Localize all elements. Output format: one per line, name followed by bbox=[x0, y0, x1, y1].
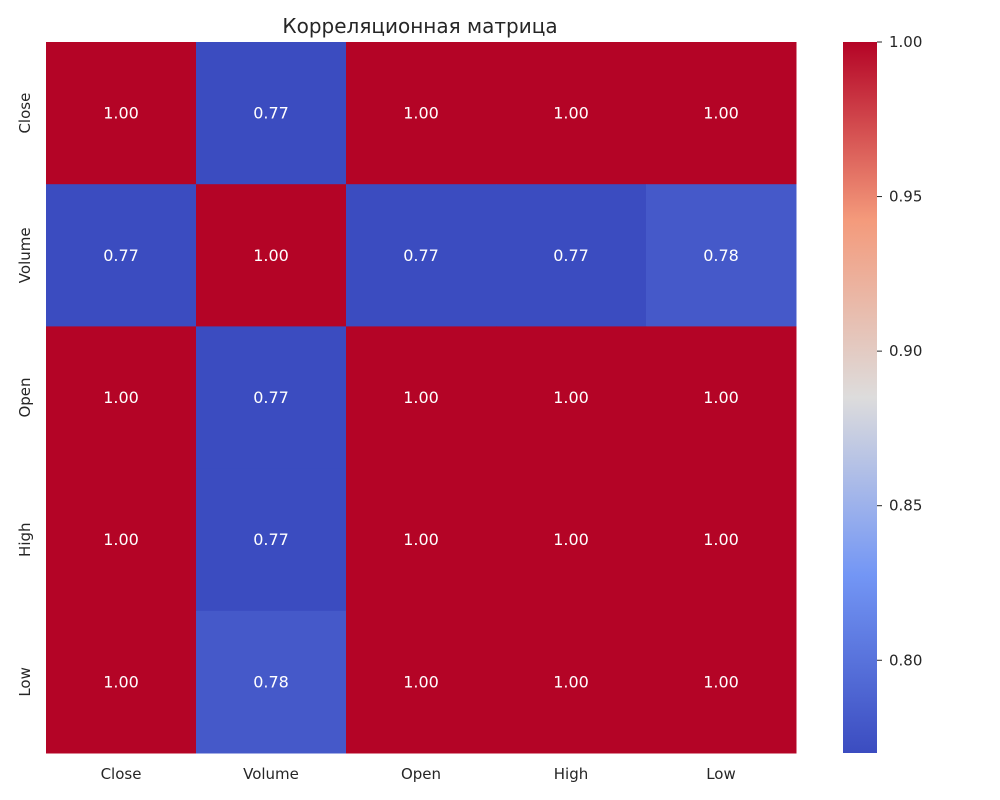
x-tick-label-high: High bbox=[554, 765, 588, 783]
heatmap-cell-open-close bbox=[46, 326, 197, 470]
x-tick-label-low: Low bbox=[706, 765, 736, 783]
heatmap-cell-label: 1.00 bbox=[553, 530, 589, 549]
heatmap-cell-label: 0.77 bbox=[253, 104, 289, 123]
colorbar-tick-label: 0.85 bbox=[889, 497, 922, 515]
heatmap-cell-close-close bbox=[46, 42, 197, 185]
heatmap-cell-close-open bbox=[346, 42, 497, 185]
colorbar-gradient bbox=[843, 42, 877, 753]
heatmap-cell-label: 1.00 bbox=[703, 104, 739, 123]
colorbar-tick-labels: 0.80 0.85 0.90 0.95 1.00 bbox=[877, 33, 922, 669]
heatmap-cell-close-volume bbox=[196, 42, 347, 185]
x-tick-label-close: Close bbox=[101, 765, 142, 783]
heatmap-cell-label: 0.77 bbox=[103, 246, 139, 265]
colorbar-tick-label: 0.80 bbox=[889, 651, 922, 669]
heatmap-cell-label: 1.00 bbox=[403, 672, 439, 691]
heatmap-cell-label: 0.77 bbox=[253, 530, 289, 549]
heatmap-cell-label: 0.78 bbox=[703, 246, 739, 265]
heatmap-cell-high-volume bbox=[196, 468, 347, 612]
y-tick-label-high: High bbox=[16, 522, 34, 556]
heatmap-cell-label: 1.00 bbox=[103, 104, 139, 123]
heatmap-cell-open-open bbox=[346, 326, 497, 470]
y-tick-label-close: Close bbox=[16, 93, 34, 134]
heatmap-cell-label: 0.78 bbox=[253, 672, 289, 691]
heatmap-cell-open-low bbox=[646, 326, 797, 470]
heatmap-cell-volume-close bbox=[46, 184, 197, 327]
colorbar bbox=[843, 42, 877, 753]
colorbar-tick-label: 0.95 bbox=[889, 188, 922, 206]
heatmap-cell-label: 1.00 bbox=[403, 104, 439, 123]
heatmap-cell-low-close bbox=[46, 610, 197, 754]
heatmap-cell-close-low bbox=[646, 42, 797, 185]
heatmap-cell-label: 0.77 bbox=[403, 246, 439, 265]
x-tick-label-open: Open bbox=[401, 765, 441, 783]
heatmap-cell-label: 1.00 bbox=[553, 388, 589, 407]
heatmap-cell-high-low bbox=[646, 468, 797, 612]
heatmap-cell-high-open bbox=[346, 468, 497, 612]
heatmap-cell-label: 1.00 bbox=[403, 530, 439, 549]
heatmap-cell-open-high bbox=[496, 326, 647, 470]
heatmap-cell-high-close bbox=[46, 468, 197, 612]
heatmap-cell-high-high bbox=[496, 468, 647, 612]
heatmap-cell-open-volume bbox=[196, 326, 347, 470]
heatmap-cell-label: 0.77 bbox=[553, 246, 589, 265]
heatmap-cell-close-high bbox=[496, 42, 647, 185]
heatmap-cell-label: 1.00 bbox=[553, 104, 589, 123]
heatmap-cell-volume-high bbox=[496, 184, 647, 327]
y-tick-label-volume: Volume bbox=[16, 227, 34, 283]
chart-title: Корреляционная матрица bbox=[282, 14, 557, 38]
heatmap-cell-label: 1.00 bbox=[253, 246, 289, 265]
heatmap-cell-label: 1.00 bbox=[703, 672, 739, 691]
y-tick-label-open: Open bbox=[16, 377, 34, 417]
heatmap-cell-label: 1.00 bbox=[403, 388, 439, 407]
heatmap-cell-label: 1.00 bbox=[103, 672, 139, 691]
heatmap-cell-labels: 1.00 0.77 1.00 1.00 1.00 0.77 1.00 0.77 0.77 0.78… bbox=[103, 104, 739, 692]
heatmap-cell-label: 1.00 bbox=[103, 388, 139, 407]
heatmap-cell-label: 1.00 bbox=[553, 672, 589, 691]
heatmap-cells bbox=[46, 42, 797, 754]
colorbar-tick-label: 0.90 bbox=[889, 342, 922, 360]
heatmap-cell-label: 1.00 bbox=[103, 530, 139, 549]
heatmap-cell-label: 0.77 bbox=[253, 388, 289, 407]
y-axis-tick-labels: Close Volume Open High Low bbox=[16, 93, 34, 697]
heatmap-cell-volume-open bbox=[346, 184, 497, 327]
heatmap-cell-volume-low bbox=[646, 184, 797, 327]
colorbar-tick-label: 1.00 bbox=[889, 33, 922, 51]
x-tick-label-volume: Volume bbox=[243, 765, 299, 783]
heatmap-cell-low-high bbox=[496, 610, 647, 754]
heatmap-cell-low-low bbox=[646, 610, 797, 754]
y-tick-label-low: Low bbox=[16, 667, 34, 697]
heatmap-cell-low-open bbox=[346, 610, 497, 754]
heatmap-cell-label: 1.00 bbox=[703, 530, 739, 549]
heatmap-cell-low-volume bbox=[196, 610, 347, 754]
heatmap-cell-label: 1.00 bbox=[703, 388, 739, 407]
heatmap-cell-volume-volume bbox=[196, 184, 347, 327]
x-axis-tick-labels: Close Volume Open High Low bbox=[101, 765, 736, 783]
